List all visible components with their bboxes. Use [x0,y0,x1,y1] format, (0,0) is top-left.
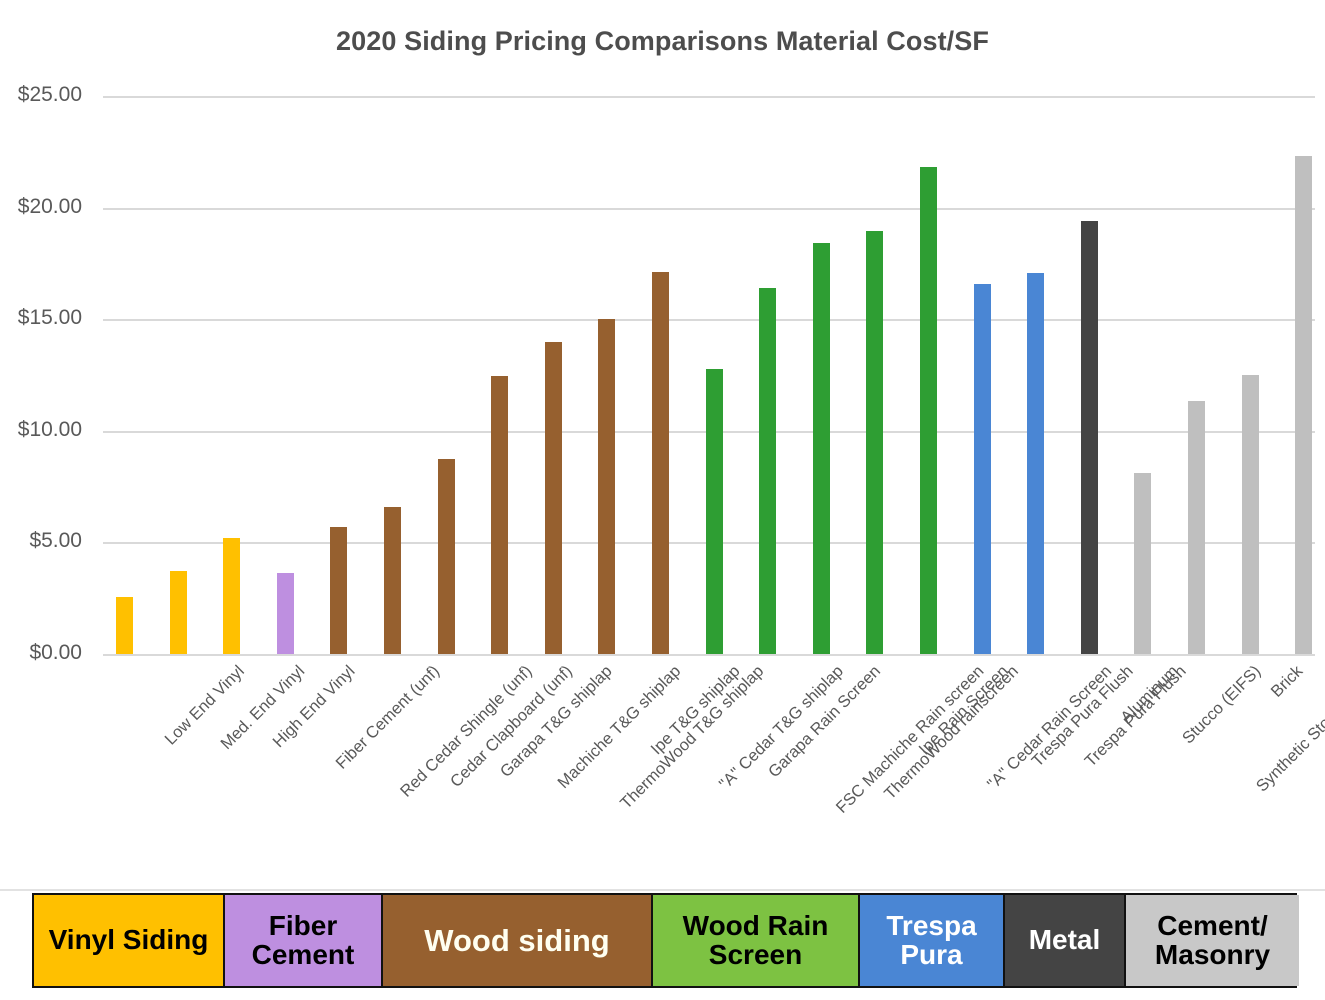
y-axis-tick-label: $0.00 [29,641,82,664]
y-axis-tick-label: $15.00 [17,306,82,330]
gridline [103,96,1315,98]
bar[interactable] [652,272,669,654]
bar[interactable] [598,319,616,654]
y-axis-tick-label: $5.00 [29,529,82,553]
bar[interactable] [1134,473,1152,654]
bar[interactable] [920,167,937,654]
gridline [103,207,1315,210]
x-axis-labels: Low End Vinyl Med. End Vinyl High End Viny… [0,660,1325,890]
legend-item-fiber-cement[interactable]: Fiber Cement [225,895,383,986]
chart-plot-area: $0.00 $5.00 $10.00 $15.00 $20.00 $25.00 [18,83,1315,664]
bar[interactable] [223,537,241,654]
legend-divider [0,889,1325,891]
x-axis-tick-label: ThermoWood T&G shiplap [616,662,768,813]
bar[interactable] [116,597,133,654]
bar[interactable] [1188,400,1205,654]
gridline [103,319,1315,322]
bar[interactable] [276,572,294,654]
y-axis-tick-label: $10.00 [17,417,82,441]
bar[interactable] [491,376,509,654]
bar[interactable] [544,341,562,654]
legend-item-trespa-pura[interactable]: Trespa Pura [860,895,1005,986]
bar[interactable] [866,231,884,654]
legend-item-wood-siding[interactable]: Wood siding [383,895,653,986]
page-title: 2020 Siding Pricing Comparisons Material… [336,26,989,56]
bar[interactable] [330,526,348,654]
gridline [103,654,1315,656]
bar[interactable] [1295,156,1313,654]
bar[interactable] [759,287,777,654]
legend-item-wood-rain-screen[interactable]: Wood Rain Screen [653,895,860,986]
y-axis-tick-label: $25.00 [17,83,82,106]
bar[interactable] [1080,221,1098,654]
legend-item-vinyl-siding[interactable]: Vinyl Siding [34,895,225,986]
bar[interactable] [705,369,723,654]
bar[interactable] [437,458,455,654]
legend-item-metal[interactable]: Metal [1005,895,1126,986]
x-axis-tick-label: Brick [1267,662,1306,701]
legend-item-cement-masonry[interactable]: Cement/ Masonry [1126,895,1299,986]
bar[interactable] [973,283,991,654]
bar[interactable] [1241,375,1259,654]
bar[interactable] [169,571,187,654]
y-axis-tick-label: $20.00 [17,194,82,218]
legend-strip: Vinyl Siding Fiber Cement Wood siding Wood … [32,893,1299,988]
bar[interactable] [1027,273,1045,654]
bar[interactable] [812,243,830,654]
bar[interactable] [384,506,401,654]
